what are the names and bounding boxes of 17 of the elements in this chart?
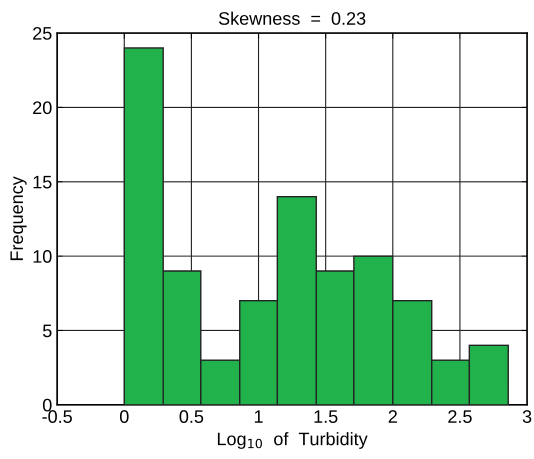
x-tick-label: 1.5 [314, 410, 338, 423]
x-tick-label: -0.5 [42, 410, 72, 423]
x-tick-label: 3 [522, 410, 532, 423]
y-tick-label: 5 [42, 324, 52, 338]
y-tick-label: 10 [34, 250, 52, 263]
y-tick-label: 20 [33, 101, 52, 114]
x-axis-title: Log$_{10}$ of Turbidity [218, 432, 368, 449]
y-axis-title: Frequency [10, 176, 27, 260]
x-tick-label: 1 [254, 410, 263, 423]
x-tick-label: 2.5 [448, 410, 472, 423]
x-tick-label: 2 [388, 410, 397, 423]
x-tick-label: 0.5 [180, 410, 204, 423]
y-tick-label: 25 [33, 26, 52, 40]
y-tick-label: 15 [34, 176, 52, 188]
y-tick-label: 0 [42, 398, 52, 412]
chart-title: Skewness = 0.23 [218, 12, 366, 25]
x-tick-label: 0 [120, 410, 129, 423]
